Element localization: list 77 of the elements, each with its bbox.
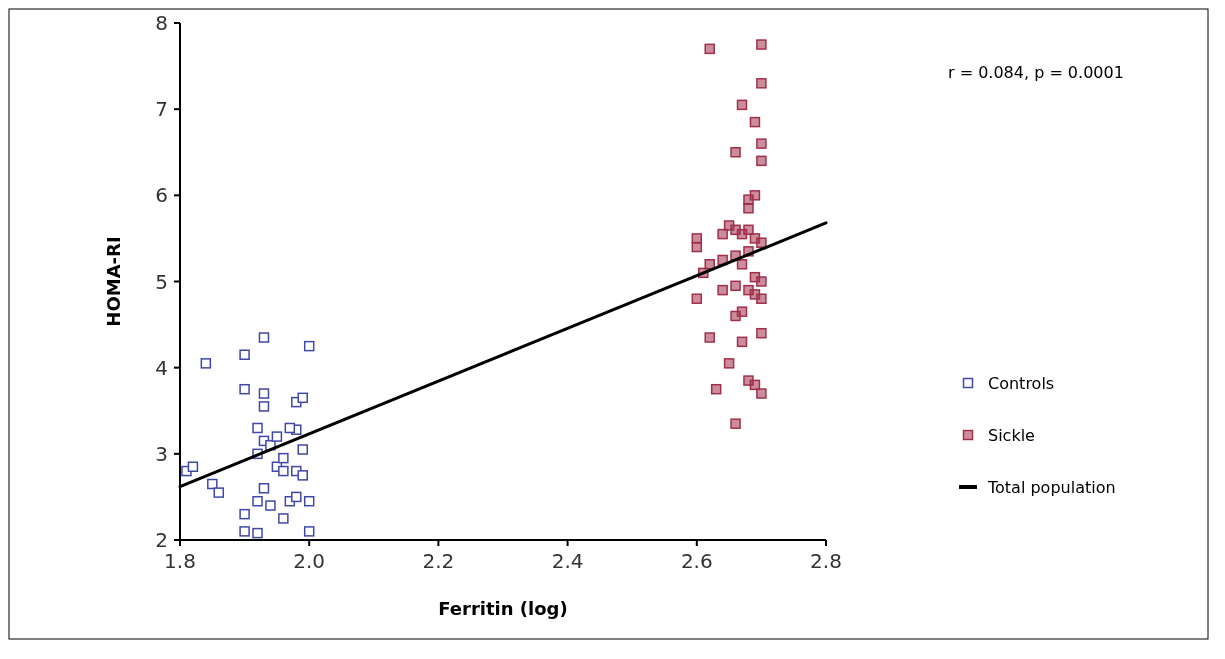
point bbox=[303, 340, 315, 352]
legend-label: Total population bbox=[987, 477, 1116, 497]
point bbox=[756, 293, 767, 304]
point bbox=[303, 526, 315, 537]
point bbox=[756, 138, 767, 149]
point bbox=[736, 306, 748, 317]
point bbox=[239, 383, 250, 395]
legend-label: Controls bbox=[988, 373, 1055, 393]
point bbox=[691, 241, 703, 253]
point bbox=[291, 491, 302, 503]
point bbox=[723, 358, 735, 369]
point bbox=[187, 461, 199, 473]
point bbox=[749, 116, 761, 128]
x-tick-label: 2.4 bbox=[551, 549, 584, 573]
point bbox=[736, 99, 748, 111]
x-tick-label: 2.2 bbox=[422, 549, 455, 573]
point bbox=[239, 349, 250, 360]
point bbox=[730, 280, 741, 292]
point bbox=[743, 375, 754, 386]
point bbox=[743, 194, 754, 205]
x-axis-title: Ferritin (log) bbox=[438, 598, 568, 619]
point bbox=[207, 478, 218, 490]
point bbox=[736, 336, 748, 348]
point bbox=[756, 327, 767, 339]
point bbox=[743, 203, 754, 214]
point bbox=[730, 418, 741, 429]
y-tick-label: 4 bbox=[155, 355, 168, 380]
point bbox=[278, 513, 289, 524]
point bbox=[297, 470, 308, 481]
legend-label: Sickle bbox=[988, 425, 1035, 445]
point bbox=[743, 224, 754, 236]
point bbox=[704, 43, 715, 55]
point bbox=[736, 259, 748, 270]
point bbox=[252, 422, 263, 434]
point bbox=[303, 495, 315, 507]
y-tick-label: 8 bbox=[155, 11, 168, 35]
point bbox=[252, 495, 263, 507]
point bbox=[704, 332, 715, 343]
point bbox=[258, 401, 270, 412]
point bbox=[278, 465, 289, 477]
point bbox=[265, 500, 276, 511]
point bbox=[297, 392, 308, 404]
point bbox=[691, 293, 703, 304]
x-tick-label: 2.8 bbox=[810, 549, 842, 573]
point bbox=[756, 155, 767, 167]
y-tick-label: 2 bbox=[155, 528, 168, 552]
point bbox=[258, 388, 270, 399]
point bbox=[756, 388, 767, 399]
point bbox=[258, 483, 270, 494]
y-tick-label: 3 bbox=[155, 441, 168, 466]
point bbox=[200, 358, 212, 369]
y-tick-label: 6 bbox=[155, 183, 168, 208]
point bbox=[756, 237, 767, 248]
x-tick-label: 2.0 bbox=[293, 549, 326, 573]
point bbox=[271, 431, 283, 442]
point bbox=[717, 228, 728, 240]
point bbox=[239, 508, 250, 520]
y-tick-label: 7 bbox=[155, 97, 168, 122]
point bbox=[284, 422, 296, 434]
point bbox=[710, 383, 722, 395]
x-tick-label: 2.6 bbox=[680, 549, 713, 573]
point bbox=[756, 276, 767, 287]
point bbox=[213, 487, 225, 498]
x-tick-label: 1.8 bbox=[164, 549, 196, 573]
point bbox=[730, 147, 741, 158]
y-axis-title: HOMA-RI bbox=[103, 236, 124, 327]
point bbox=[239, 526, 250, 537]
text: r = 0.084, p = 0.0001 bbox=[948, 63, 1124, 82]
point bbox=[297, 444, 308, 455]
point bbox=[704, 259, 715, 270]
point bbox=[756, 39, 767, 50]
point bbox=[258, 332, 270, 343]
point bbox=[252, 527, 263, 539]
point bbox=[717, 284, 728, 296]
y-tick-label: 5 bbox=[155, 269, 168, 294]
point bbox=[756, 78, 767, 89]
point bbox=[278, 452, 289, 464]
